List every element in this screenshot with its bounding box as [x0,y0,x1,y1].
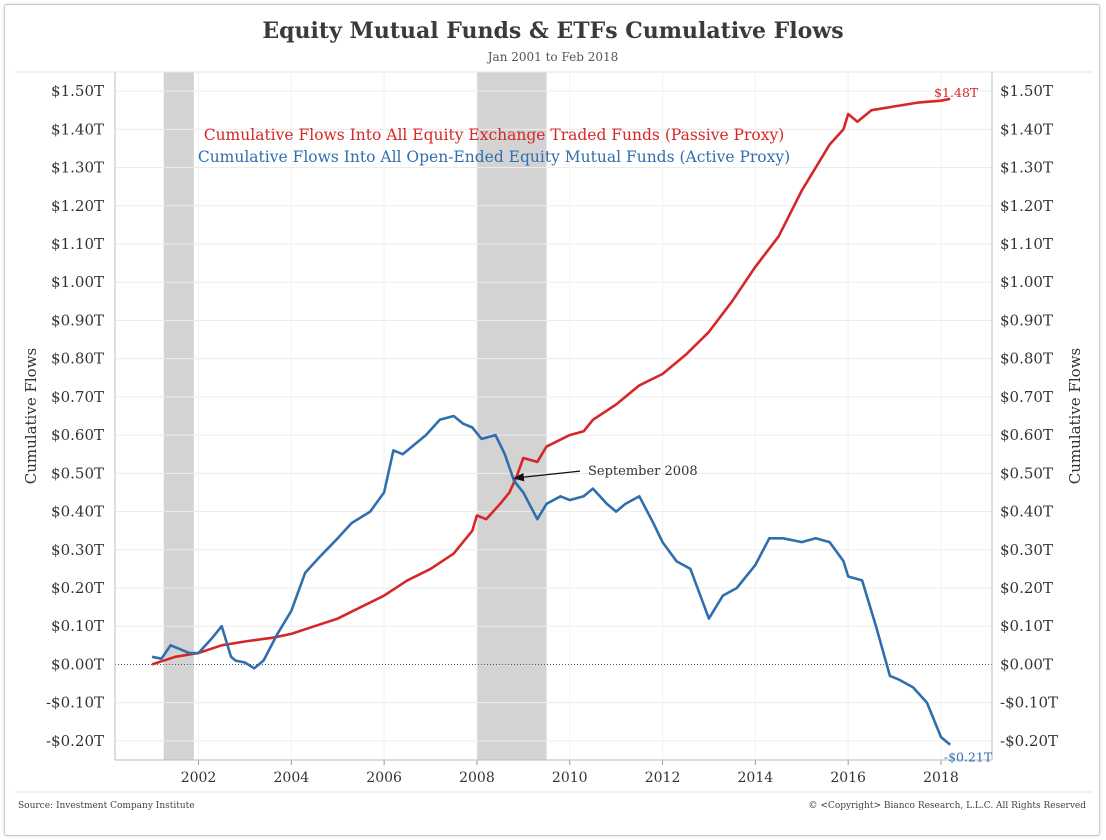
y-tick-label-left: $0.60T [51,426,104,444]
active-series-line [151,414,952,746]
y-tick-label-left: $1.10T [51,235,104,253]
y-tick-label-left: $1.00T [51,273,104,291]
y-tick-label-left: $0.30T [51,541,104,559]
x-tick-label: 2010 [552,770,588,786]
source-note: Source: Investment Company Institute [18,801,195,811]
y-tick-label-left: $0.40T [51,503,104,521]
y-tick-label-right: $1.30T [1000,159,1053,177]
y-tick-label-left: $1.30T [51,159,104,177]
y-tick-label-left: $0.80T [51,350,104,368]
labels: Cumulative Flows Into All Equity Exchang… [198,85,993,765]
y-tick-label-left: -$0.10T [46,694,104,712]
x-tick-label: 2014 [738,770,774,786]
x-tick-label: 2004 [274,770,310,786]
x-tick-label: 2008 [459,770,495,786]
recession-band [476,72,547,760]
y-axis-title-right: Cumulative Flows [1066,348,1084,484]
y-tick-label-left: $0.70T [51,388,104,406]
y-tick-label-left: $0.20T [51,579,104,597]
y-tick-label-right: $0.10T [1000,617,1053,635]
y-axis-title-left: Cumulative Flows [22,348,40,484]
y-tick-label-left: $0.00T [51,655,104,673]
gridlines [115,72,992,760]
passive-end-label: $1.48T [934,85,979,100]
copyright-note: © <Copyright> Bianco Research, L.L.C. Al… [808,801,1086,811]
y-tick-label-right: $1.00T [1000,273,1053,291]
passive-series-line [151,97,951,666]
x-tick-label: 2002 [181,770,217,786]
axes: -$0.20T -$0.20T -$0.10T -$0.10T $0.00T $0.00T… [14,71,1092,793]
y-tick-label-right: $1.20T [1000,197,1053,215]
y-tick-label-left: -$0.20T [46,732,104,750]
annotation-september-2008: September 2008 [588,464,698,479]
y-tick-label-right: $1.40T [1000,120,1053,138]
recession-bands [163,72,547,760]
y-tick-label-right: $0.80T [1000,350,1053,368]
recession-band [163,72,194,760]
x-tick-label: 2016 [830,770,866,786]
x-tick-label: 2006 [366,770,402,786]
y-tick-label-right: $1.50T [1000,82,1053,100]
x-tick-label: 2018 [923,770,959,786]
y-tick-label-right: $0.70T [1000,388,1053,406]
annotation-arrow [513,470,581,482]
legend-passive: Cumulative Flows Into All Equity Exchang… [204,126,785,144]
y-tick-label-right: $1.10T [1000,235,1053,253]
y-tick-label-right: -$0.20T [1000,732,1058,750]
y-tick-label-left: $0.10T [51,617,104,635]
y-tick-label-left: $0.50T [51,464,104,482]
y-tick-label-right: $0.30T [1000,541,1053,559]
y-tick-label-left: $1.40T [51,120,104,138]
y-tick-label-right: $0.90T [1000,311,1053,329]
chart-title: Equity Mutual Funds & ETFs Cumulative Fl… [262,18,844,44]
y-tick-label-right: -$0.10T [1000,694,1058,712]
y-tick-label-right: $0.50T [1000,464,1053,482]
y-tick-label-right: $0.20T [1000,579,1053,597]
y-tick-label-right: $0.00T [1000,655,1053,673]
chart-subtitle: Jan 2001 to Feb 2018 [487,50,619,64]
y-tick-label-right: $0.40T [1000,503,1053,521]
legend-active: Cumulative Flows Into All Open-Ended Equ… [198,148,790,166]
y-tick-label-left: $1.20T [51,197,104,215]
x-tick-label: 2012 [645,770,681,786]
y-tick-label-left: $1.50T [51,82,104,100]
active-end-label: -$0.21T [944,750,993,765]
series-lines [151,97,952,746]
y-tick-label-left: $0.90T [51,311,104,329]
y-tick-label-right: $0.60T [1000,426,1053,444]
